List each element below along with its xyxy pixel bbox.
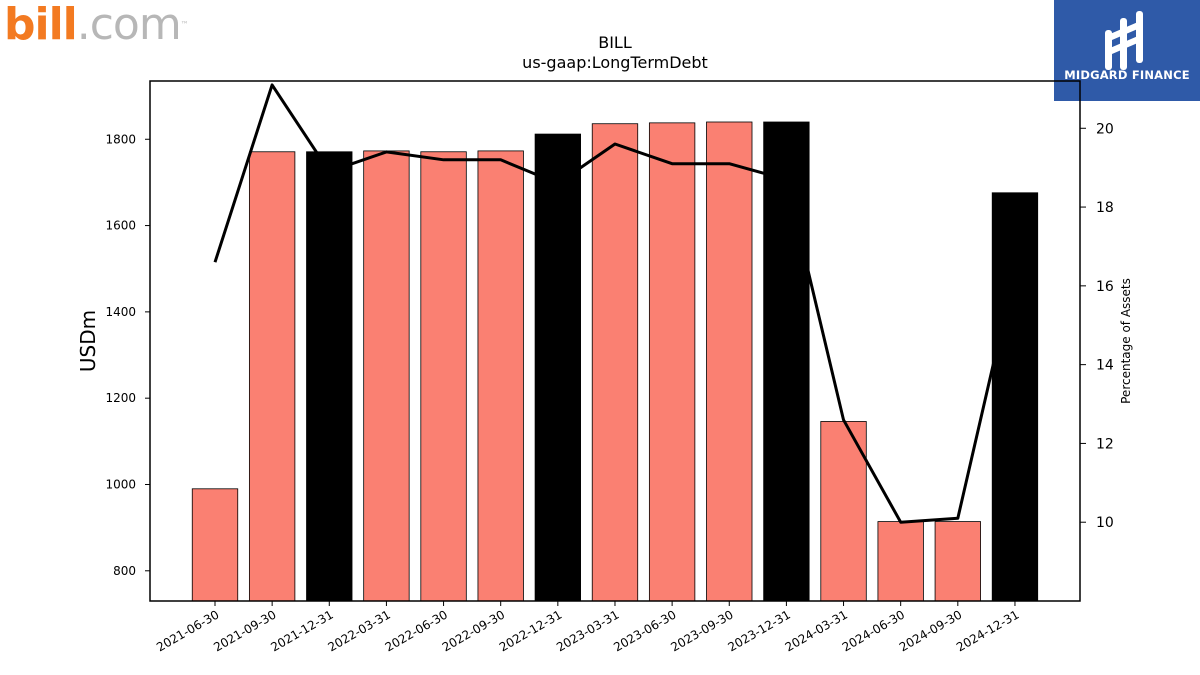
bar-2022-09-30 [477, 150, 524, 602]
y2-axis-label: Percentage of Assets [1119, 278, 1133, 404]
y-tick-label: 800 [113, 564, 136, 578]
bar-2022-12-31 [534, 133, 581, 602]
right-axis-ticks: 10 12 14 16 18 20 [1080, 121, 1114, 531]
bar-2024-12-31 [991, 192, 1039, 602]
y2-tick-label: 12 [1096, 436, 1114, 452]
bar-2021-06-30 [191, 488, 239, 602]
x-tick-label: 2024-12-31 [954, 607, 1021, 654]
y-tick-label: 1400 [105, 305, 136, 319]
x-tick-label: 2024-06-30 [840, 607, 907, 654]
x-axis-ticks: 2021-06-302021-09-302021-12-312022-03-31… [154, 601, 1021, 654]
bar-2021-09-30 [248, 151, 296, 602]
bar-2024-06-30 [877, 521, 924, 602]
bar-2022-06-30 [420, 151, 467, 602]
chart-subtitle: us-gaap:LongTermDebt [522, 53, 708, 72]
bar-2022-03-31 [363, 150, 410, 602]
bar-2021-12-31 [306, 151, 353, 602]
x-tick-label: 2023-06-30 [611, 607, 678, 654]
y2-tick-label: 14 [1096, 358, 1114, 374]
x-tick-label: 2022-09-30 [440, 607, 507, 654]
x-tick-label: 2021-09-30 [211, 607, 278, 654]
y2-tick-label: 10 [1096, 515, 1114, 531]
chart-title: BILL [598, 33, 632, 52]
bars-group [191, 121, 1039, 602]
x-tick-label: 2023-09-30 [668, 607, 735, 654]
bar-2024-09-30 [934, 521, 981, 602]
x-tick-label: 2023-12-31 [725, 607, 792, 654]
x-tick-label: 2023-03-31 [554, 607, 621, 654]
y-axis-label: USDm [76, 310, 100, 372]
x-tick-label: 2022-06-30 [383, 607, 450, 654]
y2-tick-label: 18 [1096, 200, 1114, 216]
y-tick-label: 1200 [105, 391, 136, 405]
bar-2023-09-30 [706, 121, 753, 602]
midgard-finance-text: MIDGARD FINANCE [1064, 68, 1190, 82]
y-tick-label: 1800 [105, 132, 136, 146]
bar-2023-06-30 [648, 122, 696, 602]
percentage-of-assets-line [213, 83, 1017, 524]
x-tick-label: 2021-06-30 [154, 607, 221, 654]
x-tick-label: 2022-03-31 [326, 607, 393, 654]
x-tick-label: 2024-03-31 [783, 607, 850, 654]
midgard-emblem-icon [1105, 11, 1143, 70]
bar-2023-12-31 [763, 121, 810, 602]
left-axis-ticks: 800 1000 1200 1400 1600 1800 [105, 132, 150, 578]
y2-tick-label: 16 [1096, 279, 1114, 295]
bar-2023-03-31 [591, 123, 639, 602]
y2-tick-label: 20 [1096, 121, 1114, 137]
y-tick-label: 1600 [105, 219, 136, 233]
midgard-finance-logo: MIDGARD FINANCE [1054, 0, 1200, 101]
x-tick-label: 2022-12-31 [497, 607, 564, 654]
bill-com-logo: bill.com™ [4, 0, 189, 50]
y-tick-label: 1000 [105, 477, 136, 491]
x-tick-label: 2021-12-31 [268, 607, 335, 654]
x-tick-label: 2024-09-30 [897, 607, 964, 654]
